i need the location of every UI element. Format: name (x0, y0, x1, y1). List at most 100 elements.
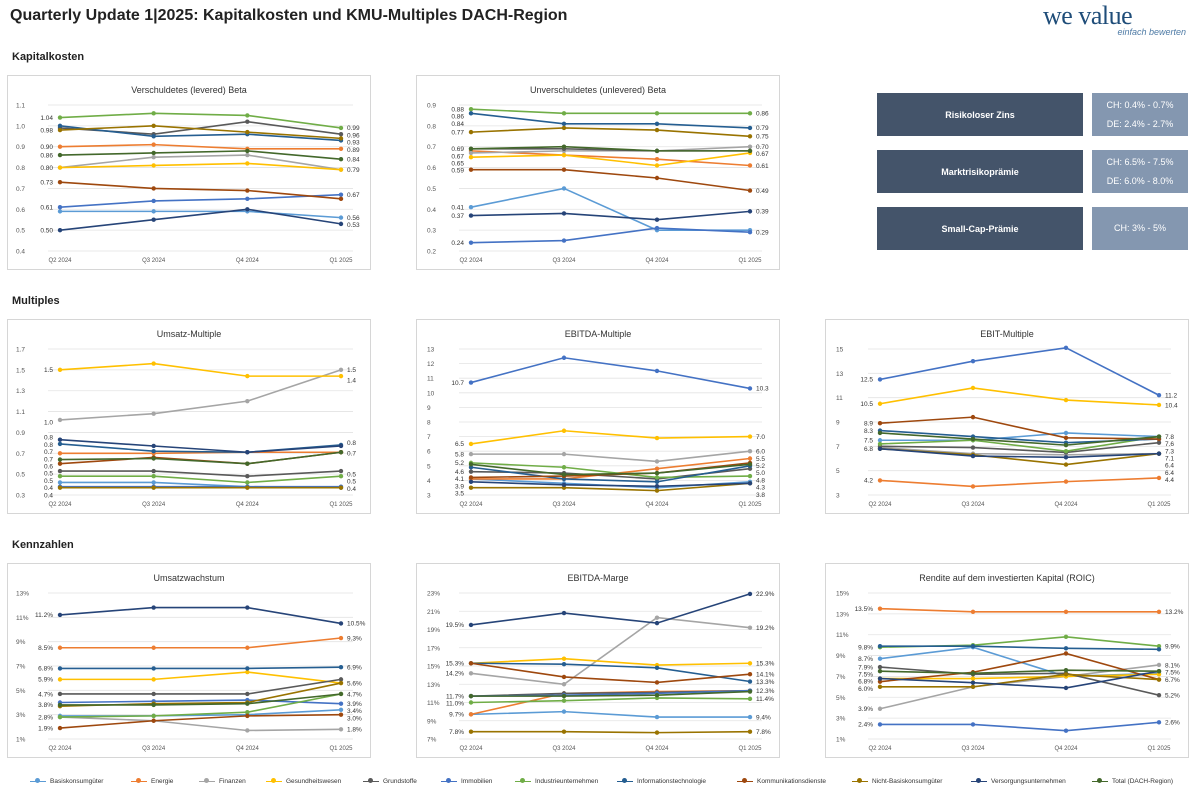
data-point (877, 438, 883, 443)
data-point (151, 666, 156, 671)
series-line (59, 362, 341, 377)
x-tick-label: Q1 2025 (329, 502, 353, 508)
data-point (1156, 451, 1162, 456)
data-point (970, 358, 976, 364)
data-label: 11.7% (446, 693, 464, 700)
data-point (245, 728, 250, 733)
data-point (561, 186, 567, 191)
legend-label: Gesundheitswesen (286, 778, 342, 785)
y-tick-label: 9% (427, 718, 437, 725)
data-label: 6.8% (38, 666, 53, 673)
legend-swatch (199, 778, 215, 784)
data-label: 0.75 (756, 134, 769, 141)
legend-label: Kommunikationsdienste (757, 778, 827, 785)
data-label: 0.24 (451, 240, 464, 247)
data-point (57, 115, 63, 120)
data-point (338, 192, 344, 197)
x-tick-label: Q4 2024 (645, 746, 669, 752)
data-point (654, 714, 660, 720)
data-point (468, 146, 474, 151)
data-point (151, 154, 156, 160)
data-label: 0.67 (347, 192, 360, 199)
x-tick-label: Q4 2024 (1054, 502, 1078, 508)
data-point (561, 428, 567, 433)
data-point (747, 679, 753, 684)
chart-roic: Rendite auf dem investierten Kapital (RO… (825, 563, 1189, 758)
data-label: 10.3 (756, 386, 769, 393)
data-point (151, 645, 156, 650)
data-point (877, 656, 883, 661)
data-label: 14.2% (446, 671, 465, 678)
data-label: 6.4 (1165, 470, 1174, 477)
data-point (970, 436, 976, 442)
data-label: 0.4 (347, 486, 356, 493)
data-label: 11.2% (35, 612, 53, 619)
data-label: 9.8% (858, 645, 873, 652)
data-label: 3.9% (858, 706, 873, 713)
data-point (654, 665, 660, 671)
chart-title: Rendite auf dem investierten Kapital (RO… (919, 573, 1095, 583)
legend-item: Grundstoffe (363, 778, 417, 785)
data-label: 7.5 (864, 438, 873, 445)
y-tick-label: 13% (427, 682, 440, 689)
chart-svg: 0.2 0.3 0.4 0.5 0.6 0.7 0.8 0.9 Q2 2024 Q3 2024 Q4… (427, 103, 769, 265)
x-tick-label: Q4 2024 (645, 258, 669, 264)
data-point (338, 157, 344, 162)
chart-title: EBITDA-Marge (567, 573, 629, 583)
y-tick-label: 23% (427, 591, 440, 598)
data-point (877, 722, 883, 727)
legend-item: Gesundheitswesen (266, 778, 341, 785)
data-point (57, 666, 63, 671)
data-label: 2.6% (1165, 720, 1180, 727)
data-point (151, 217, 156, 222)
y-tick-label: 13 (836, 371, 844, 378)
legend-swatch (1092, 778, 1108, 784)
data-point (747, 672, 753, 677)
chart-title: EBITDA-Multiple (564, 329, 632, 339)
data-label: 0.7 (44, 449, 53, 456)
x-tick-label: Q3 2024 (552, 502, 576, 508)
data-point (1063, 651, 1069, 656)
legend-label: Energie (151, 778, 174, 785)
series-line (471, 690, 751, 697)
data-label: 0.61 (40, 205, 53, 212)
data-point (57, 451, 63, 456)
data-label: 11.0% (446, 701, 464, 708)
data-point (877, 478, 883, 483)
data-label: 2.8% (38, 714, 53, 721)
data-point (338, 701, 344, 706)
y-tick-label: 0.4 (16, 249, 25, 256)
y-tick-label: 0.9 (16, 144, 25, 151)
data-point (468, 106, 474, 112)
series-line (60, 210, 342, 219)
kpi-value-line: CH: 3% - 5% (1113, 223, 1166, 233)
data-point (468, 469, 474, 474)
y-tick-label: 7% (836, 674, 846, 681)
section-title-kapitalkosten: Kapitalkosten (12, 51, 85, 63)
y-tick-label: 7% (427, 737, 437, 744)
data-label: 6.0 (756, 449, 765, 456)
data-point (245, 710, 250, 715)
page-title: Quarterly Update 1|2025: Kapitalkosten u… (10, 7, 568, 24)
data-point (468, 693, 474, 699)
data-point (151, 163, 156, 168)
data-point (561, 111, 567, 116)
data-point (747, 625, 753, 630)
y-tick-label: 9 (427, 405, 431, 412)
series-line (60, 693, 342, 706)
legend-item: Informationstechnologie (617, 778, 706, 785)
data-point (151, 142, 156, 147)
data-point (245, 373, 250, 379)
y-tick-label: 0.9 (427, 103, 436, 110)
data-label: 4.1 (455, 476, 464, 483)
series-line (879, 447, 1160, 459)
data-point (338, 468, 344, 474)
data-point (747, 148, 753, 154)
x-tick-label: Q1 2025 (329, 258, 353, 264)
y-tick-label: 3% (836, 716, 846, 723)
data-label: 9.9% (1165, 643, 1180, 650)
y-tick-label: 4 (427, 478, 431, 485)
data-point (57, 165, 63, 170)
series-line (879, 669, 1160, 675)
legend-swatch (617, 778, 633, 784)
